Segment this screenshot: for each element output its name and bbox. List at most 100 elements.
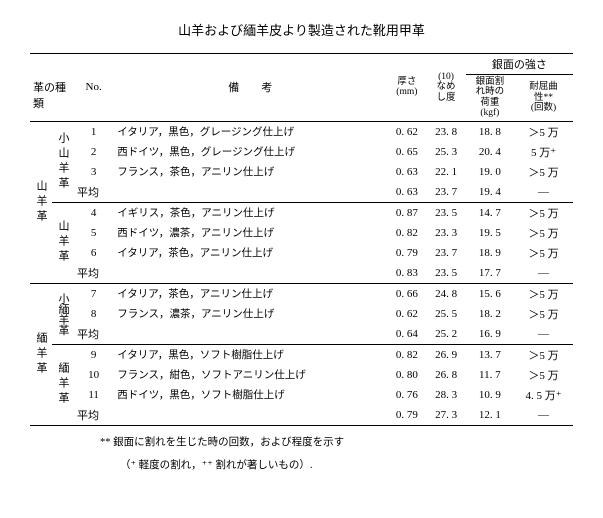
cell: 26. 8 — [426, 365, 465, 385]
sub-komen: 小緬羊革 — [52, 283, 74, 344]
cell: 23. 8 — [426, 121, 465, 142]
cell: ＞5 万 — [514, 223, 573, 243]
cell: — — [514, 405, 573, 426]
cell: 13. 7 — [466, 344, 514, 365]
cell-desc: 西ドイツ，黒色，ソフト樹脂仕上げ — [113, 385, 387, 405]
cell: 0. 79 — [387, 243, 426, 263]
cell: 0. 76 — [387, 385, 426, 405]
cell-no: 3 — [74, 162, 113, 182]
footnote-2: （⁺ 軽度の割れ，⁺⁺ 割れが著しいもの）. — [30, 457, 573, 472]
cell: 23. 5 — [426, 263, 465, 284]
cell: — — [514, 263, 573, 284]
cell: 0. 63 — [387, 162, 426, 182]
cell-desc: 西ドイツ，濃茶，アニリン仕上げ — [113, 223, 387, 243]
avg-label: 平均 — [74, 405, 113, 426]
avg-label: 平均 — [74, 182, 113, 203]
cell: ＞5 万 — [514, 162, 573, 182]
cell-desc: イタリア，黒色，ソフト樹脂仕上げ — [113, 344, 387, 365]
cell: 19. 0 — [466, 162, 514, 182]
cell-desc: イタリア，茶色，アニリン仕上げ — [113, 283, 387, 304]
cell: 0. 66 — [387, 283, 426, 304]
table-title: 山羊および緬羊皮より製造された靴用甲革 — [30, 20, 573, 39]
hdr-crack: 銀面割れ時の荷重(kgf) — [466, 75, 514, 122]
hdr-strength: 銀面の強さ — [466, 54, 573, 75]
hdr-thick: 厚さ(mm) — [387, 54, 426, 122]
cell-no: 4 — [74, 202, 113, 223]
cell: 23. 7 — [426, 243, 465, 263]
cell: 18. 9 — [466, 243, 514, 263]
cell: 0. 80 — [387, 365, 426, 385]
cell: 15. 6 — [466, 283, 514, 304]
footnote-1: ** 銀面に割れを生じた時の回数，および程度を示す — [30, 434, 573, 449]
cell-no: 2 — [74, 142, 113, 162]
avg-label: 平均 — [74, 324, 113, 345]
cell: 19. 4 — [466, 182, 514, 203]
cell: 4. 5 万⁺ — [514, 385, 573, 405]
hdr-remark: 備 考 — [113, 54, 387, 122]
cell: 25. 2 — [426, 324, 465, 345]
cell: 23. 7 — [426, 182, 465, 203]
cell-no: 11 — [74, 385, 113, 405]
cell: 0. 64 — [387, 324, 426, 345]
cell: ＞5 万 — [514, 283, 573, 304]
cell: 0. 79 — [387, 405, 426, 426]
hdr-flex: 耐屈曲性**(回数) — [514, 75, 573, 122]
cell: ＞5 万 — [514, 344, 573, 365]
cell-desc: イギリス，茶色，アニリン仕上げ — [113, 202, 387, 223]
cell: 0. 82 — [387, 223, 426, 243]
cell: 22. 1 — [426, 162, 465, 182]
hdr-tan: (10)なめし度 — [426, 54, 465, 122]
cell-no: 7 — [74, 283, 113, 304]
cell: 0. 82 — [387, 344, 426, 365]
cell: 17. 7 — [466, 263, 514, 284]
cell: ＞5 万 — [514, 243, 573, 263]
cell: 10. 9 — [466, 385, 514, 405]
cell: 0. 62 — [387, 304, 426, 324]
sub-ko: 小山羊革 — [52, 121, 74, 202]
cell: 5 万⁺ — [514, 142, 573, 162]
leather-table: 革の種類 No. 備 考 厚さ(mm) (10)なめし度 銀面の強さ 銀面割れ時… — [30, 53, 573, 426]
cell: 0. 83 — [387, 263, 426, 284]
cell-no: 5 — [74, 223, 113, 243]
cell: 12. 1 — [466, 405, 514, 426]
hdr-no: No. — [74, 54, 113, 122]
cell: 28. 3 — [426, 385, 465, 405]
cell-no: 8 — [74, 304, 113, 324]
cell: — — [514, 324, 573, 345]
sub-yama: 山羊革 — [52, 202, 74, 283]
cell-desc: フランス，茶色，アニリン仕上げ — [113, 162, 387, 182]
cell: ＞5 万 — [514, 121, 573, 142]
cell: 16. 9 — [466, 324, 514, 345]
cell: 11. 7 — [466, 365, 514, 385]
cell: 18. 2 — [466, 304, 514, 324]
cell-desc: フランス，濃茶，アニリン仕上げ — [113, 304, 387, 324]
group-men: 緬羊革 — [30, 283, 52, 425]
cell: 0. 62 — [387, 121, 426, 142]
sub-men: 緬羊革 — [52, 344, 74, 425]
cell: 18. 8 — [466, 121, 514, 142]
avg-label: 平均 — [74, 263, 113, 284]
cell: ＞5 万 — [514, 304, 573, 324]
cell-desc: フランス，紺色，ソフトアニリン仕上げ — [113, 365, 387, 385]
cell: 23. 5 — [426, 202, 465, 223]
cell: 20. 4 — [466, 142, 514, 162]
cell: ＞5 万 — [514, 365, 573, 385]
cell-no: 9 — [74, 344, 113, 365]
cell: 0. 63 — [387, 182, 426, 203]
cell-desc: イタリア，茶色，アニリン仕上げ — [113, 243, 387, 263]
cell: 19. 5 — [466, 223, 514, 243]
cell: 14. 7 — [466, 202, 514, 223]
cell: 24. 8 — [426, 283, 465, 304]
cell: 27. 3 — [426, 405, 465, 426]
cell: 26. 9 — [426, 344, 465, 365]
group-yagi: 山羊革 — [30, 121, 52, 283]
hdr-type: 革の種類 — [30, 54, 74, 122]
cell: 0. 65 — [387, 142, 426, 162]
cell: 25. 5 — [426, 304, 465, 324]
cell-desc: 西ドイツ，黒色，グレージング仕上げ — [113, 142, 387, 162]
cell: 25. 3 — [426, 142, 465, 162]
cell: 0. 87 — [387, 202, 426, 223]
cell-desc: イタリア，黒色，グレージング仕上げ — [113, 121, 387, 142]
cell-no: 1 — [74, 121, 113, 142]
cell: — — [514, 182, 573, 203]
